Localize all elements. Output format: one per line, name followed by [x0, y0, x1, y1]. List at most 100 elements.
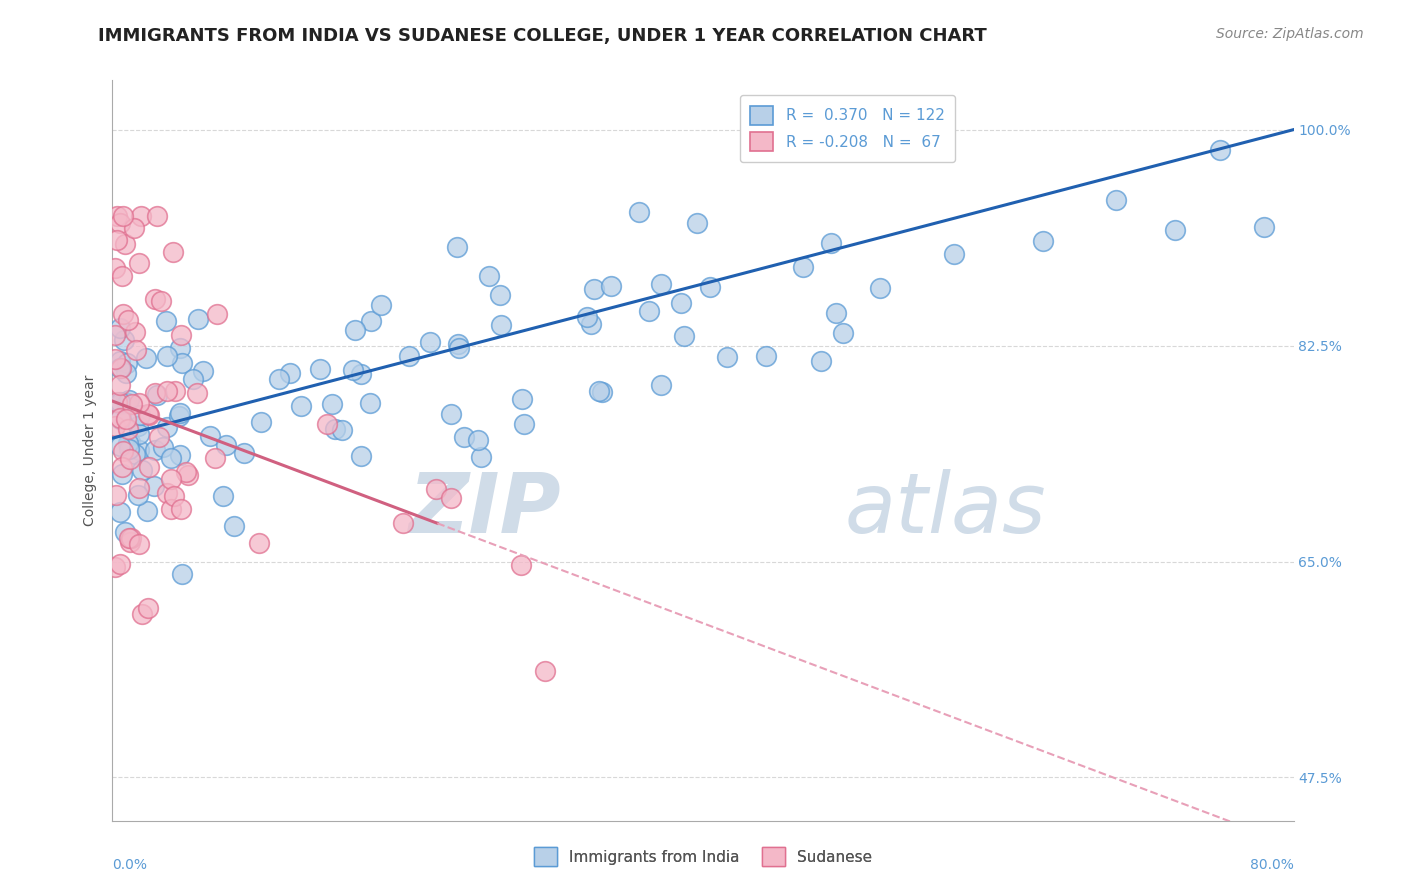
Point	[104, 352, 127, 367]
Point	[156, 485, 179, 500]
Point	[108, 411, 131, 425]
Point	[278, 366, 301, 380]
Point	[754, 349, 776, 363]
Point	[509, 558, 531, 573]
Point	[215, 438, 238, 452]
Point	[129, 209, 152, 223]
Point	[419, 334, 441, 349]
Point	[599, 278, 621, 293]
Point	[112, 307, 135, 321]
Point	[156, 384, 179, 398]
Point	[470, 450, 492, 465]
Point	[150, 294, 173, 309]
Point	[143, 385, 166, 400]
Point	[111, 268, 134, 283]
Point	[370, 298, 392, 312]
Point	[169, 406, 191, 420]
Point	[115, 366, 138, 380]
Text: atlas: atlas	[845, 469, 1046, 550]
Point	[105, 209, 128, 223]
Point	[575, 310, 598, 325]
Point	[148, 430, 170, 444]
Point	[160, 502, 183, 516]
Point	[124, 325, 146, 339]
Point	[440, 407, 463, 421]
Point	[120, 434, 142, 449]
Point	[233, 446, 256, 460]
Point	[136, 600, 159, 615]
Point	[111, 443, 134, 458]
Point	[832, 326, 855, 341]
Point	[118, 393, 141, 408]
Point	[110, 361, 132, 376]
Point	[211, 489, 233, 503]
Point	[453, 430, 475, 444]
Point	[131, 607, 153, 622]
Point	[143, 442, 166, 457]
Point	[135, 351, 157, 365]
Point	[108, 354, 131, 368]
Point	[104, 261, 127, 276]
Text: Source: ZipAtlas.com: Source: ZipAtlas.com	[1216, 27, 1364, 41]
Point	[342, 363, 364, 377]
Point	[105, 395, 128, 409]
Point	[167, 409, 190, 423]
Point	[360, 314, 382, 328]
Point	[187, 312, 209, 326]
Point	[124, 447, 146, 461]
Point	[163, 489, 186, 503]
Point	[308, 362, 330, 376]
Point	[146, 388, 169, 402]
Point	[425, 483, 447, 497]
Point	[174, 466, 197, 480]
Point	[121, 397, 143, 411]
Point	[108, 377, 131, 392]
Point	[332, 423, 354, 437]
Point	[170, 566, 193, 581]
Point	[108, 505, 131, 519]
Text: 80.0%: 80.0%	[1250, 858, 1294, 871]
Point	[117, 442, 139, 456]
Point	[716, 350, 738, 364]
Point	[110, 459, 132, 474]
Point	[172, 356, 194, 370]
Point	[699, 279, 721, 293]
Point	[349, 450, 371, 464]
Point	[186, 385, 208, 400]
Point	[169, 341, 191, 355]
Point	[108, 395, 131, 409]
Point	[155, 314, 177, 328]
Point	[247, 535, 270, 549]
Point	[820, 236, 842, 251]
Point	[129, 408, 152, 422]
Point	[446, 240, 468, 254]
Point	[650, 378, 672, 392]
Point	[117, 356, 139, 370]
Point	[114, 525, 136, 540]
Point	[156, 349, 179, 363]
Point	[108, 321, 131, 335]
Point	[163, 384, 186, 399]
Point	[108, 412, 131, 426]
Point	[156, 420, 179, 434]
Point	[104, 419, 127, 434]
Point	[224, 519, 246, 533]
Point	[120, 534, 142, 549]
Point	[392, 516, 415, 531]
Point	[1032, 234, 1054, 248]
Point	[398, 349, 420, 363]
Point	[205, 307, 228, 321]
Point	[447, 341, 470, 355]
Point	[128, 256, 150, 270]
Point	[128, 443, 150, 458]
Point	[582, 282, 605, 296]
Point	[440, 491, 463, 506]
Point	[204, 451, 226, 466]
Point	[1164, 222, 1187, 236]
Point	[117, 422, 139, 436]
Point	[1253, 220, 1275, 235]
Point	[128, 537, 150, 551]
Point	[162, 245, 184, 260]
Point	[120, 531, 142, 545]
Point	[513, 417, 536, 431]
